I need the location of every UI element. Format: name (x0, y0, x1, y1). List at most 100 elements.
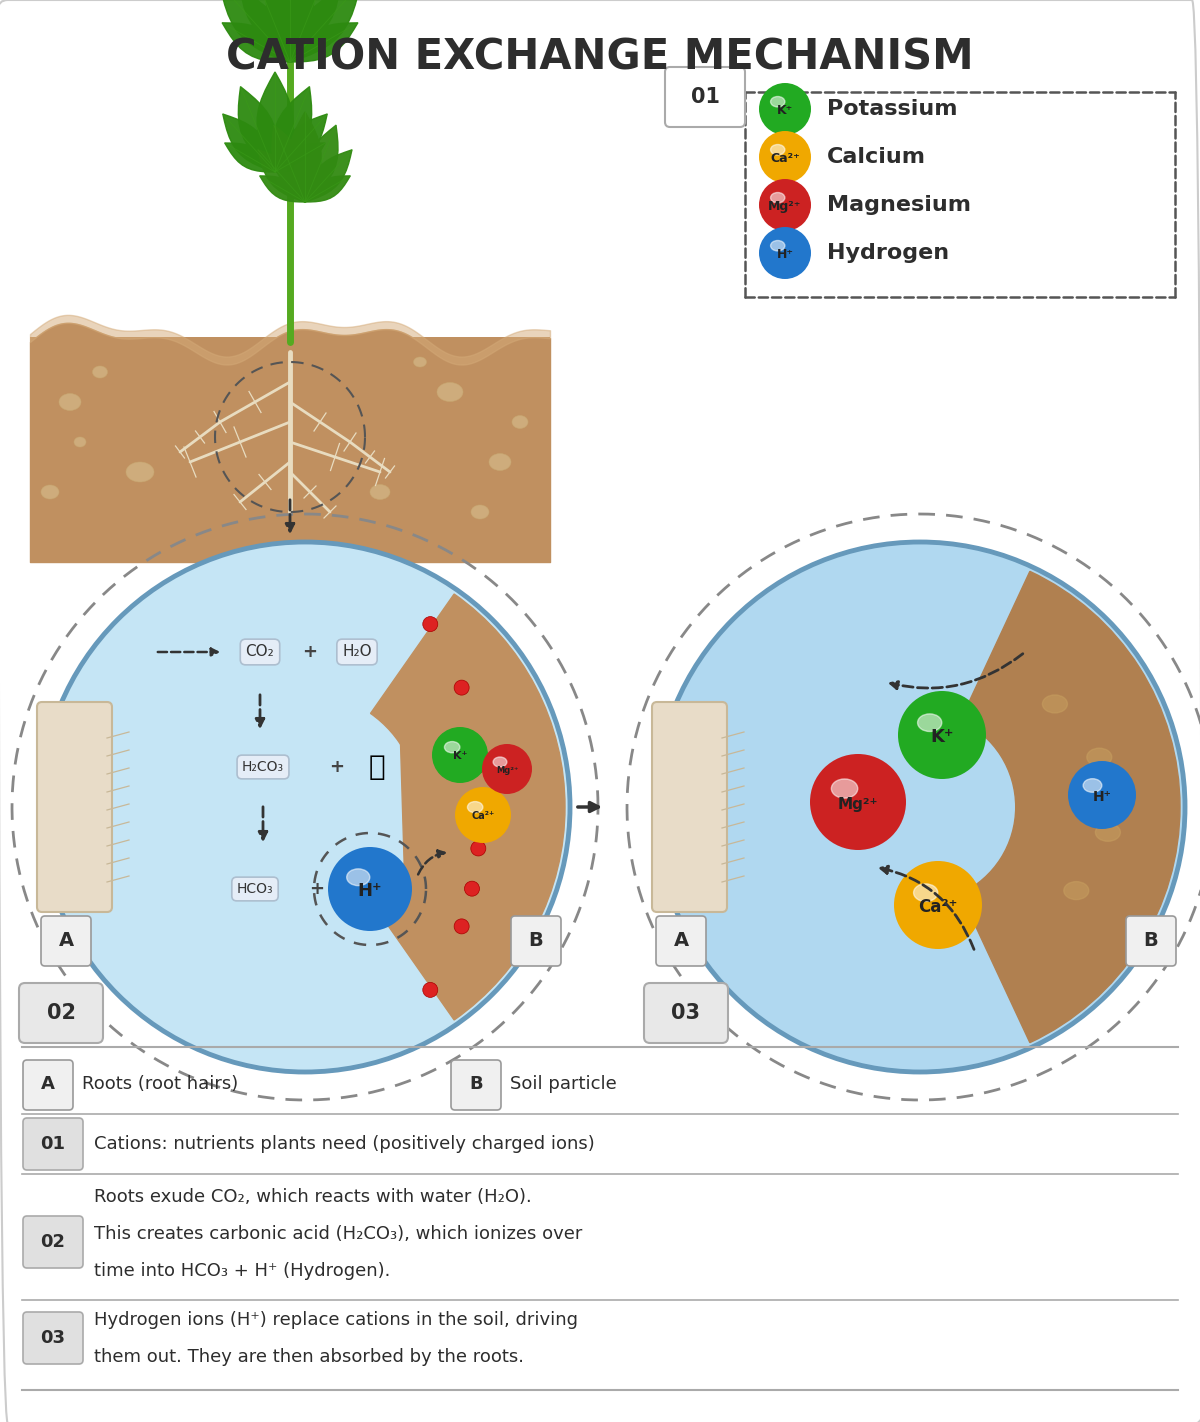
Text: +: + (310, 880, 324, 899)
Polygon shape (305, 149, 352, 202)
Circle shape (482, 744, 532, 793)
FancyBboxPatch shape (23, 1313, 83, 1364)
Text: Hydrogen ions (H⁺) replace cations in the soil, driving: Hydrogen ions (H⁺) replace cations in th… (94, 1311, 578, 1330)
FancyBboxPatch shape (23, 1059, 73, 1111)
Circle shape (432, 727, 488, 784)
Circle shape (898, 691, 986, 779)
Text: HCO₃: HCO₃ (236, 882, 274, 896)
Text: Mg²⁺: Mg²⁺ (496, 766, 518, 775)
Text: CO₂: CO₂ (246, 644, 275, 660)
Ellipse shape (913, 884, 937, 902)
Polygon shape (222, 23, 290, 63)
FancyBboxPatch shape (37, 702, 112, 912)
Ellipse shape (41, 485, 59, 499)
FancyBboxPatch shape (511, 916, 562, 966)
FancyBboxPatch shape (1126, 916, 1176, 966)
Text: A: A (41, 1075, 55, 1094)
Text: Ca²⁺: Ca²⁺ (770, 152, 800, 165)
Text: 03: 03 (672, 1003, 701, 1022)
Polygon shape (287, 0, 340, 63)
FancyBboxPatch shape (665, 67, 745, 127)
Text: B: B (529, 931, 544, 950)
Text: 01: 01 (690, 87, 720, 107)
Polygon shape (401, 720, 563, 912)
Text: +: + (330, 758, 344, 776)
Polygon shape (289, 112, 322, 202)
Text: Soil particle: Soil particle (510, 1075, 617, 1094)
Ellipse shape (1096, 823, 1121, 842)
Ellipse shape (126, 462, 154, 482)
FancyBboxPatch shape (19, 983, 103, 1042)
Ellipse shape (1084, 779, 1102, 792)
Text: This creates carbonic acid (H₂CO₃), which ionizes over: This creates carbonic acid (H₂CO₃), whic… (94, 1224, 582, 1243)
Ellipse shape (347, 869, 370, 886)
Text: Mg²⁺: Mg²⁺ (768, 201, 802, 213)
Polygon shape (290, 0, 360, 63)
Ellipse shape (1043, 695, 1068, 712)
Circle shape (470, 758, 486, 774)
Circle shape (1068, 761, 1136, 829)
FancyBboxPatch shape (30, 337, 550, 538)
Wedge shape (960, 572, 1180, 1042)
Ellipse shape (444, 741, 460, 752)
Ellipse shape (92, 365, 108, 378)
Polygon shape (224, 144, 275, 172)
Polygon shape (259, 176, 305, 202)
Polygon shape (304, 125, 338, 202)
Text: K⁺: K⁺ (930, 728, 954, 747)
Text: K⁺: K⁺ (452, 751, 467, 761)
Text: A: A (673, 931, 689, 950)
Polygon shape (223, 114, 275, 172)
Polygon shape (240, 0, 293, 63)
Ellipse shape (470, 505, 490, 519)
Text: 02: 02 (47, 1003, 76, 1022)
Polygon shape (290, 23, 358, 63)
Text: 01: 01 (41, 1135, 66, 1153)
FancyBboxPatch shape (451, 1059, 502, 1111)
Text: H⁺: H⁺ (358, 882, 383, 900)
Polygon shape (272, 125, 307, 202)
FancyBboxPatch shape (652, 702, 727, 912)
Text: Mg²⁺: Mg²⁺ (838, 796, 878, 812)
Ellipse shape (1087, 748, 1111, 766)
Polygon shape (275, 114, 328, 172)
Text: B: B (1144, 931, 1158, 950)
Text: +: + (302, 643, 318, 661)
Circle shape (470, 840, 486, 856)
Circle shape (810, 754, 906, 850)
FancyBboxPatch shape (644, 983, 728, 1042)
FancyBboxPatch shape (23, 1118, 83, 1170)
Ellipse shape (512, 415, 528, 428)
Text: 03: 03 (41, 1330, 66, 1347)
Ellipse shape (918, 714, 942, 731)
Text: H₂O: H₂O (342, 644, 372, 660)
Text: Ca²⁺: Ca²⁺ (472, 812, 494, 822)
Text: Cations: nutrients plants need (positively charged ions): Cations: nutrients plants need (positive… (94, 1135, 595, 1153)
Polygon shape (275, 144, 325, 172)
Ellipse shape (493, 757, 506, 766)
Ellipse shape (414, 357, 426, 367)
Circle shape (464, 882, 480, 896)
Text: H⁺: H⁺ (1092, 789, 1111, 803)
Text: ⏳: ⏳ (368, 754, 385, 781)
Wedge shape (371, 594, 565, 1020)
Text: Calcium: Calcium (827, 146, 926, 166)
Text: Hydrogen: Hydrogen (827, 243, 949, 263)
Text: Roots exude CO₂, which reacts with water (H₂O).: Roots exude CO₂, which reacts with water… (94, 1187, 532, 1206)
Ellipse shape (468, 802, 482, 813)
Circle shape (422, 617, 438, 631)
Text: Potassium: Potassium (827, 100, 958, 119)
Text: Roots (root hairs): Roots (root hairs) (82, 1075, 239, 1094)
Text: Ca²⁺: Ca²⁺ (918, 899, 958, 916)
Text: time into HCO₃ + H⁺ (Hydrogen).: time into HCO₃ + H⁺ (Hydrogen). (94, 1261, 390, 1280)
Text: them out. They are then absorbed by the roots.: them out. They are then absorbed by the … (94, 1348, 524, 1367)
Text: K⁺: K⁺ (776, 104, 793, 117)
Ellipse shape (832, 779, 858, 798)
Circle shape (422, 983, 438, 997)
Ellipse shape (770, 97, 785, 107)
Text: Magnesium: Magnesium (827, 195, 971, 215)
Text: H⁺: H⁺ (776, 247, 793, 260)
Text: B: B (469, 1075, 482, 1094)
Text: CATION EXCHANGE MECHANISM: CATION EXCHANGE MECHANISM (226, 37, 974, 80)
Ellipse shape (437, 383, 463, 401)
